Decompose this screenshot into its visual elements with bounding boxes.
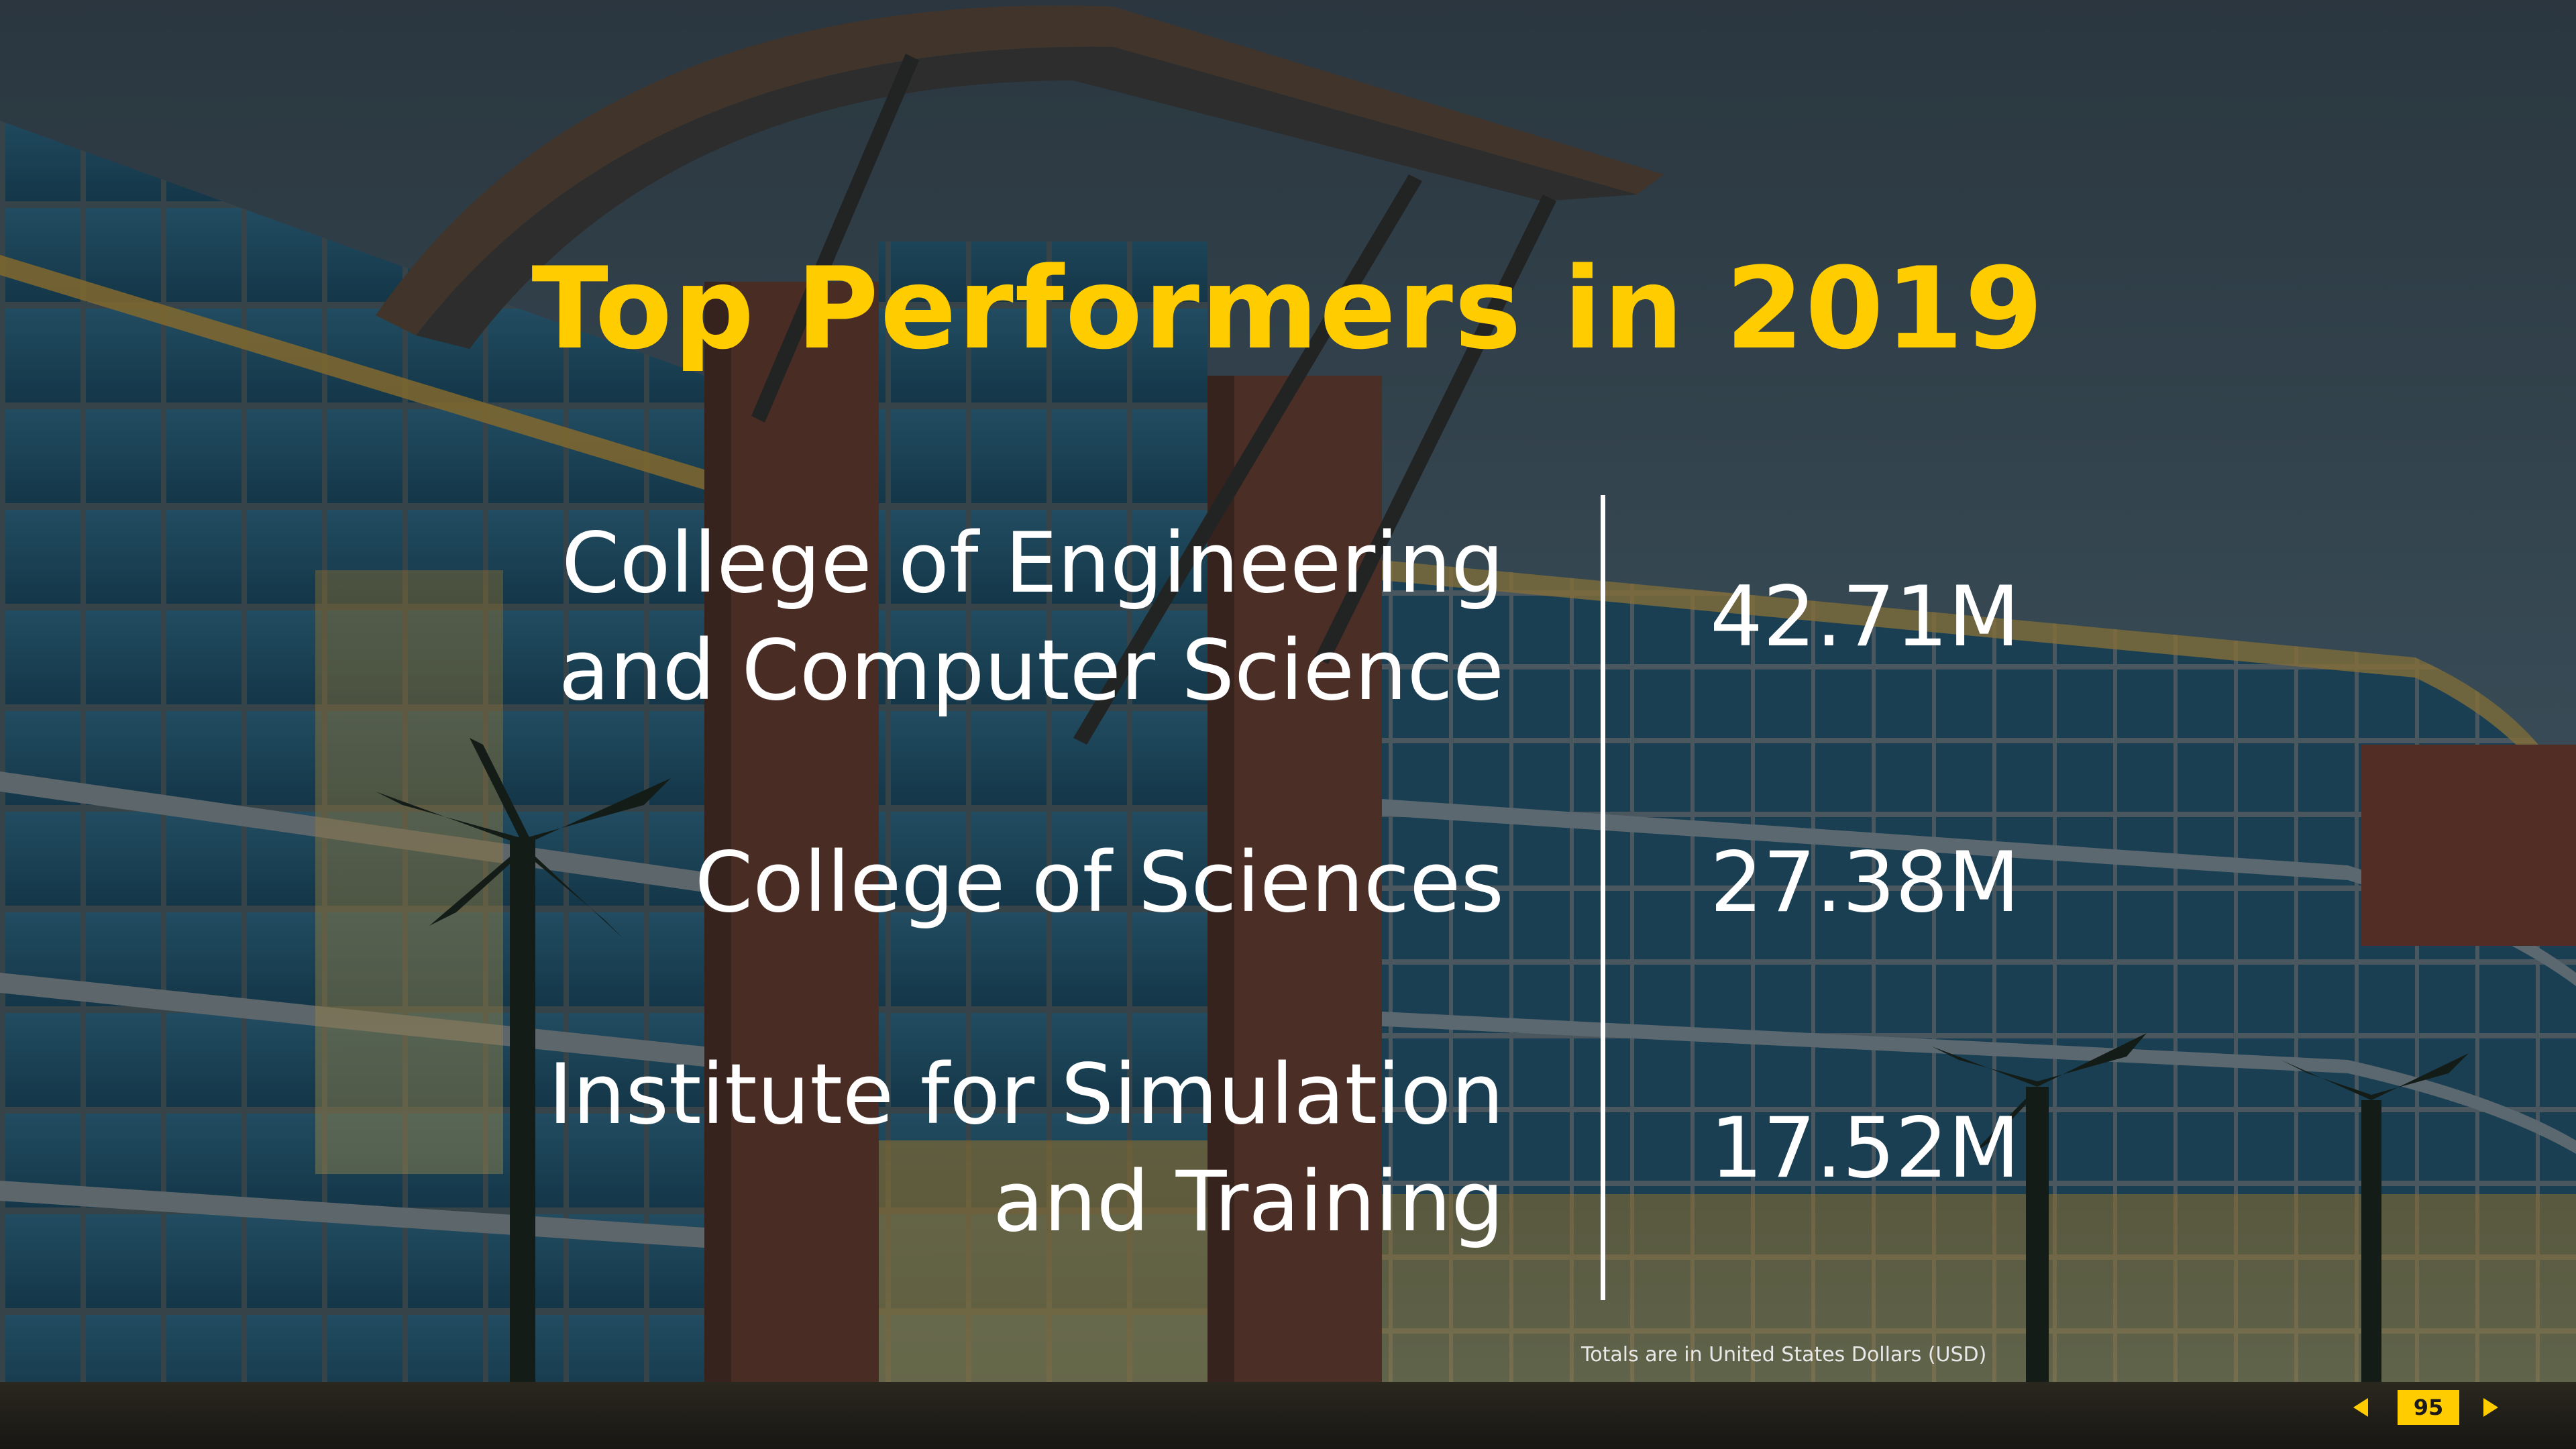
currency-footnote: Totals are in United States Dollars (USD… [1581,1343,1987,1366]
previous-page-button[interactable] [2348,1395,2375,1419]
page-number-badge: 95 [2398,1390,2459,1425]
performer-label-line: and Computer Science [558,623,1504,719]
performer-label-line: College of Sciences [694,835,1504,931]
performer-label-line: Institute for Simulation [548,1046,1504,1143]
performer-label-line: College of Engineering [561,515,1504,612]
page-title: Top Performers in 2019 [531,243,2045,374]
performer-value: 17.52M [1710,1100,2020,1197]
performer-label-line: and Training [993,1154,1504,1250]
performer-value: 42.71M [1710,569,2020,665]
performer-label: College of Engineering and Computer Scie… [431,510,1504,724]
triangle-right-icon [2483,1398,2498,1417]
page-navigator: 95 [2348,1387,2509,1428]
next-page-button[interactable] [2477,1395,2504,1419]
performer-value: 27.38M [1710,835,2020,931]
performer-label: College of Sciences [431,829,1504,936]
triangle-left-icon [2353,1398,2368,1417]
vertical-divider [1601,495,1605,1300]
performer-label: Institute for Simulation and Training [431,1041,1504,1256]
